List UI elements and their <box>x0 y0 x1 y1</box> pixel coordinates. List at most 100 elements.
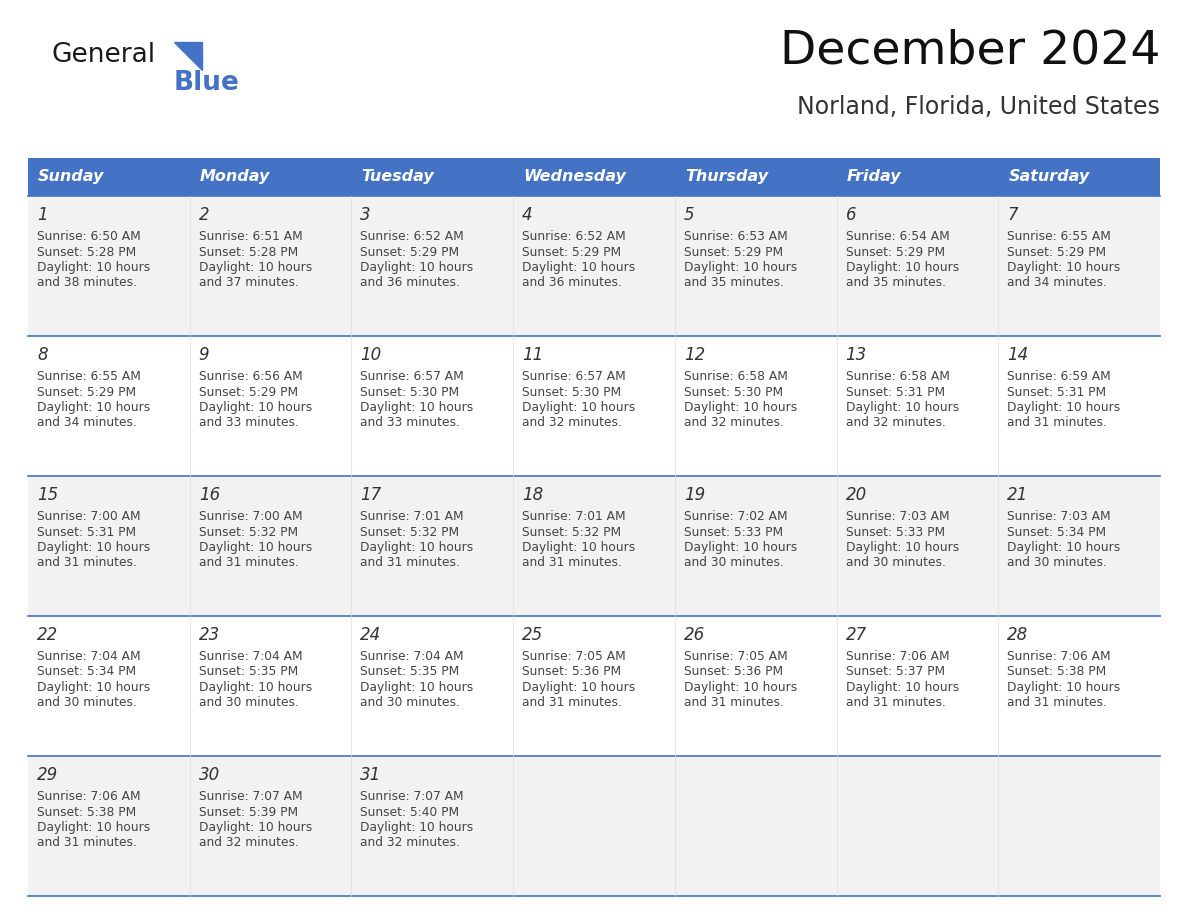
Text: and 31 minutes.: and 31 minutes. <box>1007 697 1107 710</box>
Text: Sunrise: 7:03 AM: Sunrise: 7:03 AM <box>846 510 949 523</box>
Text: General: General <box>52 42 156 68</box>
Text: Sunrise: 7:07 AM: Sunrise: 7:07 AM <box>360 790 465 803</box>
Text: and 32 minutes.: and 32 minutes. <box>523 417 623 430</box>
Text: Sunrise: 6:52 AM: Sunrise: 6:52 AM <box>523 230 626 243</box>
Text: Sunrise: 6:57 AM: Sunrise: 6:57 AM <box>523 370 626 383</box>
Text: Daylight: 10 hours: Daylight: 10 hours <box>360 401 474 414</box>
Polygon shape <box>173 42 202 70</box>
Text: and 30 minutes.: and 30 minutes. <box>1007 556 1107 569</box>
Text: Daylight: 10 hours: Daylight: 10 hours <box>360 261 474 274</box>
Text: Friday: Friday <box>847 170 902 185</box>
Text: 7: 7 <box>1007 206 1018 224</box>
Text: Sunset: 5:38 PM: Sunset: 5:38 PM <box>1007 666 1106 678</box>
Text: Sunset: 5:38 PM: Sunset: 5:38 PM <box>37 805 137 819</box>
Text: Sunset: 5:31 PM: Sunset: 5:31 PM <box>1007 386 1106 398</box>
Text: 31: 31 <box>360 766 381 784</box>
Text: Sunrise: 7:05 AM: Sunrise: 7:05 AM <box>523 650 626 663</box>
Text: 27: 27 <box>846 626 867 644</box>
Bar <box>675 158 836 196</box>
Text: Sunrise: 7:06 AM: Sunrise: 7:06 AM <box>1007 650 1111 663</box>
Text: Sunset: 5:29 PM: Sunset: 5:29 PM <box>684 245 783 259</box>
Text: and 30 minutes.: and 30 minutes. <box>37 697 137 710</box>
Text: Sunset: 5:30 PM: Sunset: 5:30 PM <box>523 386 621 398</box>
Text: Daylight: 10 hours: Daylight: 10 hours <box>1007 261 1120 274</box>
Text: Daylight: 10 hours: Daylight: 10 hours <box>198 541 312 554</box>
Text: Sunrise: 7:03 AM: Sunrise: 7:03 AM <box>1007 510 1111 523</box>
Text: Sunrise: 7:04 AM: Sunrise: 7:04 AM <box>360 650 465 663</box>
Text: 17: 17 <box>360 486 381 504</box>
Text: 21: 21 <box>1007 486 1029 504</box>
Text: and 30 minutes.: and 30 minutes. <box>846 556 946 569</box>
Text: Monday: Monday <box>200 170 270 185</box>
Bar <box>998 158 1159 196</box>
Text: and 36 minutes.: and 36 minutes. <box>523 276 623 289</box>
Text: Sunset: 5:31 PM: Sunset: 5:31 PM <box>846 386 944 398</box>
Text: and 34 minutes.: and 34 minutes. <box>37 417 137 430</box>
Text: Sunrise: 6:51 AM: Sunrise: 6:51 AM <box>198 230 303 243</box>
Text: 15: 15 <box>37 486 58 504</box>
Text: and 32 minutes.: and 32 minutes. <box>360 836 460 849</box>
Text: 5: 5 <box>684 206 695 224</box>
Text: 6: 6 <box>846 206 857 224</box>
Text: and 31 minutes.: and 31 minutes. <box>846 697 946 710</box>
Text: Daylight: 10 hours: Daylight: 10 hours <box>360 681 474 694</box>
Text: Sunset: 5:32 PM: Sunset: 5:32 PM <box>360 525 460 539</box>
Text: and 36 minutes.: and 36 minutes. <box>360 276 460 289</box>
Text: Sunrise: 6:59 AM: Sunrise: 6:59 AM <box>1007 370 1111 383</box>
Text: Daylight: 10 hours: Daylight: 10 hours <box>1007 681 1120 694</box>
Text: Sunrise: 7:05 AM: Sunrise: 7:05 AM <box>684 650 788 663</box>
Text: Daylight: 10 hours: Daylight: 10 hours <box>684 401 797 414</box>
Text: and 33 minutes.: and 33 minutes. <box>198 417 298 430</box>
Bar <box>29 476 1159 616</box>
Bar <box>29 158 190 196</box>
Bar <box>352 158 513 196</box>
Text: 22: 22 <box>37 626 58 644</box>
Text: and 34 minutes.: and 34 minutes. <box>1007 276 1107 289</box>
Text: Daylight: 10 hours: Daylight: 10 hours <box>523 681 636 694</box>
Bar <box>29 616 1159 756</box>
Text: 13: 13 <box>846 346 867 364</box>
Text: Sunrise: 7:01 AM: Sunrise: 7:01 AM <box>360 510 465 523</box>
Text: Sunrise: 6:57 AM: Sunrise: 6:57 AM <box>360 370 465 383</box>
Text: Daylight: 10 hours: Daylight: 10 hours <box>1007 401 1120 414</box>
Text: 30: 30 <box>198 766 220 784</box>
Text: and 30 minutes.: and 30 minutes. <box>360 697 460 710</box>
Text: Sunset: 5:36 PM: Sunset: 5:36 PM <box>684 666 783 678</box>
Text: 14: 14 <box>1007 346 1029 364</box>
Text: Sunset: 5:29 PM: Sunset: 5:29 PM <box>37 386 137 398</box>
Text: Sunset: 5:29 PM: Sunset: 5:29 PM <box>198 386 298 398</box>
Bar <box>29 196 1159 336</box>
Text: Daylight: 10 hours: Daylight: 10 hours <box>37 821 150 834</box>
Text: Sunset: 5:29 PM: Sunset: 5:29 PM <box>360 245 460 259</box>
Text: Sunrise: 6:54 AM: Sunrise: 6:54 AM <box>846 230 949 243</box>
Text: Sunset: 5:28 PM: Sunset: 5:28 PM <box>198 245 298 259</box>
Bar <box>29 336 1159 476</box>
Text: Sunset: 5:32 PM: Sunset: 5:32 PM <box>198 525 298 539</box>
Text: Sunrise: 7:04 AM: Sunrise: 7:04 AM <box>198 650 302 663</box>
Text: 4: 4 <box>523 206 532 224</box>
Text: Sunrise: 7:02 AM: Sunrise: 7:02 AM <box>684 510 788 523</box>
Text: Sunset: 5:32 PM: Sunset: 5:32 PM <box>523 525 621 539</box>
Text: Sunrise: 7:06 AM: Sunrise: 7:06 AM <box>846 650 949 663</box>
Bar <box>29 756 1159 896</box>
Text: Sunset: 5:35 PM: Sunset: 5:35 PM <box>360 666 460 678</box>
Text: 2: 2 <box>198 206 209 224</box>
Text: and 31 minutes.: and 31 minutes. <box>198 556 298 569</box>
Text: Sunset: 5:39 PM: Sunset: 5:39 PM <box>198 805 298 819</box>
Text: 26: 26 <box>684 626 706 644</box>
Text: Daylight: 10 hours: Daylight: 10 hours <box>684 681 797 694</box>
Text: Sunset: 5:34 PM: Sunset: 5:34 PM <box>37 666 137 678</box>
Text: 3: 3 <box>360 206 371 224</box>
Text: Daylight: 10 hours: Daylight: 10 hours <box>37 261 150 274</box>
Text: and 31 minutes.: and 31 minutes. <box>684 697 784 710</box>
Text: 23: 23 <box>198 626 220 644</box>
Text: and 38 minutes.: and 38 minutes. <box>37 276 137 289</box>
Text: Sunset: 5:34 PM: Sunset: 5:34 PM <box>1007 525 1106 539</box>
Text: Sunset: 5:29 PM: Sunset: 5:29 PM <box>523 245 621 259</box>
Text: Sunset: 5:30 PM: Sunset: 5:30 PM <box>684 386 783 398</box>
Text: Daylight: 10 hours: Daylight: 10 hours <box>198 261 312 274</box>
Text: and 31 minutes.: and 31 minutes. <box>523 697 623 710</box>
Text: and 33 minutes.: and 33 minutes. <box>360 417 460 430</box>
Text: Sunset: 5:36 PM: Sunset: 5:36 PM <box>523 666 621 678</box>
Text: and 31 minutes.: and 31 minutes. <box>37 556 137 569</box>
